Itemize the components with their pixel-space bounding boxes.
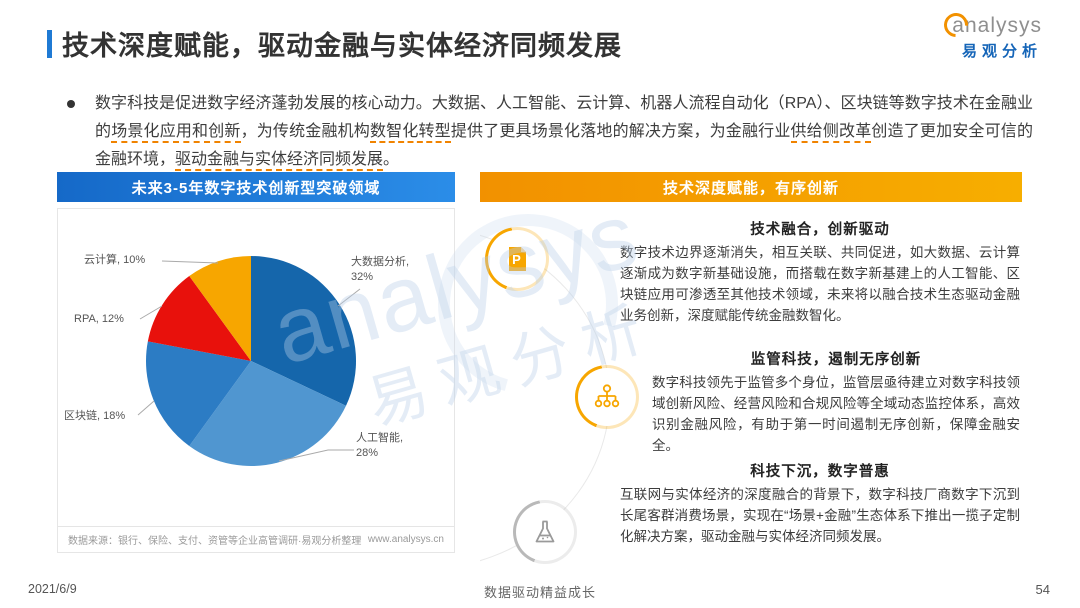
pie-label-cloud: 云计算, 10% [84,254,146,266]
right-section-header: 技术深度赋能，有序创新 [480,172,1022,202]
logo-brand-text: analysys [952,14,1042,37]
bullet-emphasis-text: 供给侧改革 [790,123,872,143]
bullet-text: 创造了更加安全可信的金融环境， [95,123,1033,168]
pie-label-rpa: RPA, 12% [74,313,124,325]
section-1-title: 技术融合，创新驱动 [750,222,890,238]
document-p-icon: P [488,230,546,288]
bullet-emphasis-text: 场景化应用和创新 [111,123,241,143]
bullet-text: 数字科技是促进数字经济蓬勃发展的核心动力。大数据、人工智能、云计算、机器人流程自… [95,95,1033,140]
footer-date: 2021/6/9 [28,582,77,596]
page-number: 54 [1035,582,1050,597]
bullet-text: 。 [383,151,400,168]
pie-label-ai: 人工智能, 28% [356,432,404,459]
pie-chart-panel: 大数据分析, 32% 人工智能, 28% 区块链, 18% RPA, 12% 云… [57,208,455,553]
section-3-title: 科技下沉，数字普惠 [750,464,890,480]
bullet-icon [67,100,75,108]
title-accent-bar [47,30,52,58]
footer-slogan: 数据驱动精益成长 [483,585,596,600]
pie-label-blockchain: 区块链, 18% [64,410,126,422]
logo-brand: analysys [939,8,1042,42]
logo-brand-cn: 易观分析 [961,43,1042,60]
bullet-emphasis-text: 驱动金融与实体经济同频发展 [175,151,384,171]
right-content-panel: P 技术融合，创新驱动 数字技术边界逐渐消失，相互关联、共同促进，如大数据、云计… [480,208,1022,576]
pie-chart [145,256,357,467]
pie-slice-4 [189,256,251,361]
section-1-body: 数字技术边界逐渐消失，相互关联、共同促进，如大数据、云计算逐渐成为数字新基础设施… [620,245,1020,323]
section-3-body: 互联网与实体经济的深度融合的背景下，数字科技厂商数字下沉到长尾客群消费场景，实现… [620,487,1020,544]
section-2-title: 监管科技，遏制无序创新 [750,352,922,368]
bullet-text: 提供了更具场景化落地的解决方案，为金融行业 [450,123,791,140]
bullet-emphasis-text: 数智化转型 [369,123,451,143]
analysys-logo: analysys 易观分析 [939,8,1042,61]
svg-text:P: P [512,252,521,267]
data-source-note: 数据来源：银行、保险、支付、资管等企业高管调研·易观分析整理 [68,536,362,547]
section-1-icon-ring: P [485,227,549,291]
source-url: www.analysys.cn [367,534,444,545]
pie-slice-2 [145,341,251,446]
pie-slice-0 [251,256,357,406]
pie-slice-1 [189,361,347,467]
left-section-header: 未来3-5年数字技术创新型突破领域 [57,172,455,202]
flask-icon [516,503,574,561]
pie-label-big-data: 大数据分析, 32% [351,256,410,283]
bullet-text: ，为传统金融机构 [240,123,370,140]
network-icon [578,368,636,426]
section-2-body: 数字科技领先于监管多个身位，监管层亟待建立对数字科技领域创新风险、经营风险和合规… [652,375,1020,453]
pie-slice-3 [147,276,251,361]
section-2-icon-ring [575,365,639,429]
source-row: 数据来源：银行、保险、支付、资管等企业高管调研·易观分析整理 www.analy… [58,526,454,552]
intro-paragraph: 数字科技是促进数字经济蓬勃发展的核心动力。大数据、人工智能、云计算、机器人流程自… [95,90,1033,174]
page-title: 技术深度赋能，驱动金融与实体经济同频发展 [62,31,622,61]
section-3-icon-ring [513,500,577,564]
